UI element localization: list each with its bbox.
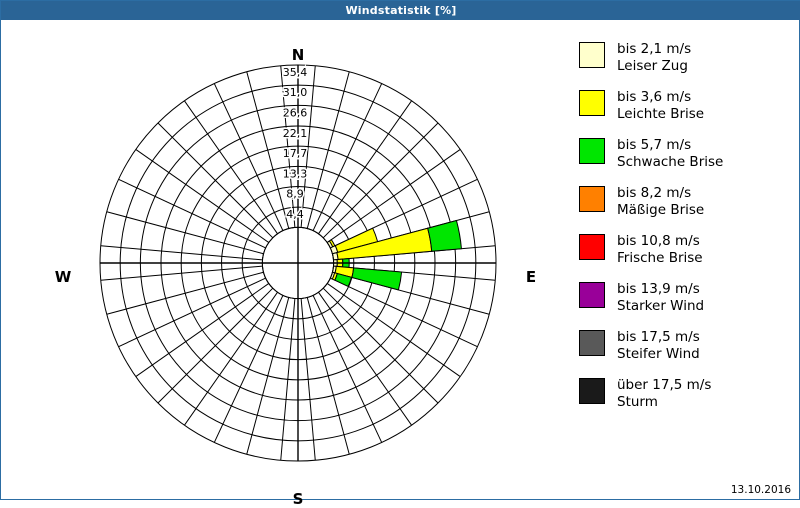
windrose-segment <box>351 267 403 291</box>
legend-color-swatch <box>579 90 605 116</box>
legend-speed-range: bis 8,2 m/s <box>617 185 692 201</box>
legend-speed-range: bis 13,9 m/s <box>617 281 700 297</box>
legend-color-swatch <box>579 234 605 260</box>
radial-tick-label-halo: 31,0 <box>283 86 308 99</box>
legend-wind-name: Mäßige Brise <box>617 202 705 218</box>
legend-label: bis 13,9 m/s Starker Wind <box>617 281 704 315</box>
compass-label-south: S <box>292 490 304 508</box>
chart-plot-area: 4,4 4,4 8,9 8,9 13,3 13,3 17,7 17,7 22,1 22,1 26,6… <box>1 20 561 508</box>
legend-wind-name: Starker Wind <box>617 298 705 314</box>
legend-item[interactable]: bis 10,8 m/s Frische Brise <box>579 233 794 273</box>
legend-wind-name: Schwache Brise <box>617 154 724 170</box>
windrose-segment <box>427 219 462 252</box>
radial-tick-label: 35,4 <box>283 66 308 79</box>
cardinal-axes <box>100 65 496 461</box>
radial-tick-label: 26,6 <box>283 106 308 119</box>
legend-speed-range: bis 5,7 m/s <box>617 137 692 153</box>
windrose-svg: 4,44,48,98,913,313,317,717,722,122,126,6… <box>99 64 497 462</box>
radial-tick-label-halo: 17,7 <box>283 147 308 160</box>
legend-wind-name: Frische Brise <box>617 250 703 266</box>
compass-label-east: E <box>525 268 537 286</box>
legend-label: über 17,5 m/s Sturm <box>617 377 711 411</box>
legend-label: bis 17,5 m/s Steifer Wind <box>617 329 700 363</box>
legend-item[interactable]: bis 5,7 m/s Schwache Brise <box>579 137 794 177</box>
legend: bis 2,1 m/s Leiser Zug bis 3,6 m/s Leichte … <box>579 41 794 425</box>
legend-color-swatch <box>579 378 605 404</box>
radial-tick-label-halo: 13,3 <box>283 167 308 180</box>
legend-item[interactable]: bis 2,1 m/s Leiser Zug <box>579 41 794 81</box>
radial-tick-label: 31,0 <box>283 86 308 99</box>
legend-label: bis 10,8 m/s Frische Brise <box>617 233 703 267</box>
legend-color-swatch <box>579 282 605 308</box>
windrose-segment <box>334 272 353 288</box>
legend-item[interactable]: bis 17,5 m/s Steifer Wind <box>579 329 794 369</box>
legend-label: bis 8,2 m/s Mäßige Brise <box>617 185 704 219</box>
radial-tick-label: 13,3 <box>283 167 308 180</box>
legend-color-swatch <box>579 186 605 212</box>
radial-tick-label: 8,9 <box>286 188 304 201</box>
radial-tick-label: 4,4 <box>286 208 304 221</box>
legend-wind-name: Leichte Brise <box>617 106 705 122</box>
legend-item[interactable]: bis 13,9 m/s Starker Wind <box>579 281 794 321</box>
legend-speed-range: über 17,5 m/s <box>617 377 712 393</box>
legend-label: bis 3,6 m/s Leichte Brise <box>617 89 704 123</box>
legend-color-swatch <box>579 330 605 356</box>
legend-item[interactable]: bis 8,2 m/s Mäßige Brise <box>579 185 794 225</box>
legend-label: bis 2,1 m/s Leiser Zug <box>617 41 691 75</box>
legend-speed-range: bis 17,5 m/s <box>617 329 700 345</box>
radial-tick-labels: 4,44,48,98,913,313,317,717,722,122,126,6… <box>281 65 309 223</box>
legend-item[interactable]: über 17,5 m/s Sturm <box>579 377 794 417</box>
legend-wind-name: Steifer Wind <box>617 346 700 362</box>
legend-wind-name: Leiser Zug <box>617 58 688 74</box>
legend-wind-name: Sturm <box>617 394 658 410</box>
legend-speed-range: bis 10,8 m/s <box>617 233 700 249</box>
legend-color-swatch <box>579 42 605 68</box>
compass-label-north: N <box>291 46 305 64</box>
radial-tick-label-halo: 35,4 <box>283 66 308 79</box>
legend-speed-range: bis 2,1 m/s <box>617 41 692 57</box>
radial-tick-label-halo: 22,1 <box>283 127 308 140</box>
radial-tick-label: 17,7 <box>283 147 308 160</box>
legend-color-swatch <box>579 138 605 164</box>
window-title: Windstatistik [%] <box>345 4 457 17</box>
legend-speed-range: bis 3,6 m/s <box>617 89 692 105</box>
radial-tick-label-halo: 26,6 <box>283 106 308 119</box>
legend-label: bis 5,7 m/s Schwache Brise <box>617 137 723 171</box>
radial-tick-label-halo: 4,4 <box>286 208 304 221</box>
window-titlebar: Windstatistik [%] <box>1 1 800 20</box>
radial-tick-label-halo: 8,9 <box>286 188 304 201</box>
legend-item[interactable]: bis 3,6 m/s Leichte Brise <box>579 89 794 129</box>
date-stamp: 13.10.2016 <box>730 484 791 496</box>
compass-label-west: W <box>54 268 72 286</box>
radial-tick-label: 22,1 <box>283 127 308 140</box>
